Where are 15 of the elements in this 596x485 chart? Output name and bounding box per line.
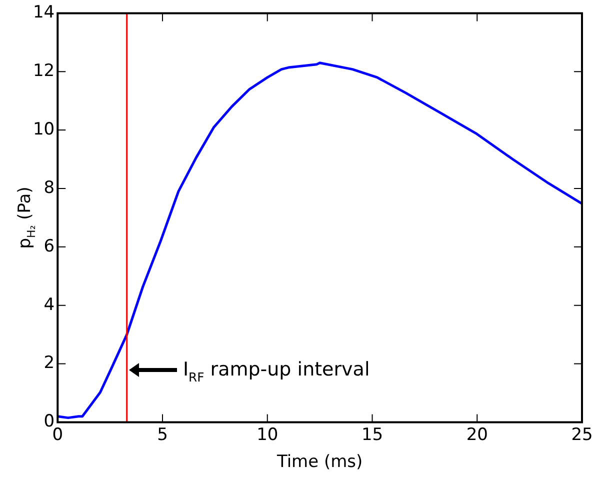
y-tick-label: 2 [44,353,55,374]
x-tick-label: 10 [256,424,278,445]
y-tick-label: 6 [44,236,55,256]
y-tick-label: 10 [32,119,55,140]
y-tick-label: 12 [32,61,55,82]
x-tick-label: 20 [466,424,488,445]
x-tick-label: 5 [157,424,168,445]
x-axis-title: Time (ms) [276,452,363,472]
x-tick-label: 25 [571,424,593,445]
y-tick-label: 0 [44,412,55,432]
y-tick-label: 4 [44,294,55,315]
y-tick-label: 14 [32,2,55,23]
y-axis-title: pH₂ (Pa) [15,186,38,249]
y-tick-label: 8 [44,178,55,198]
x-tick-label: 15 [361,424,384,445]
